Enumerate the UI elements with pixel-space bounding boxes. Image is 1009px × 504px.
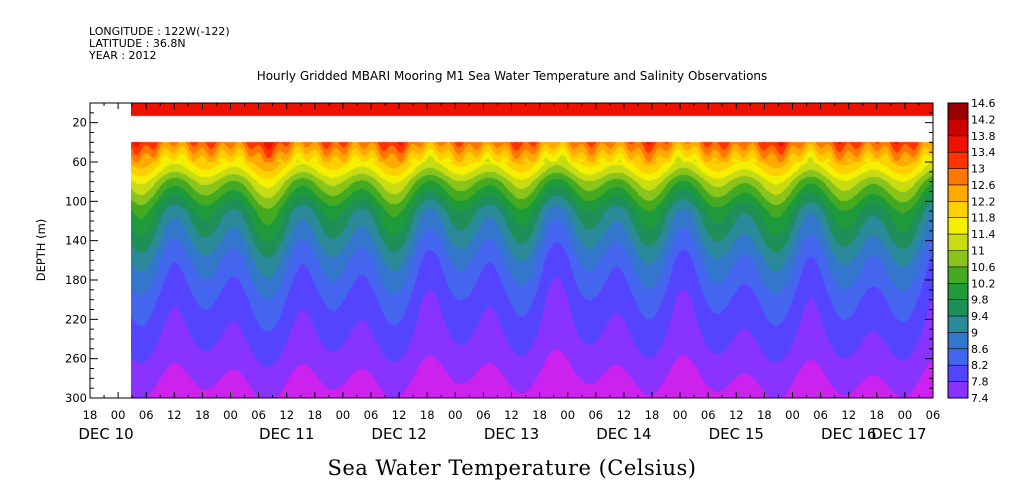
- x-hour-label: 00: [336, 408, 351, 422]
- colorbar-label: 11: [971, 245, 985, 258]
- x-hour-label: 12: [729, 408, 744, 422]
- x-hour-label: 12: [279, 408, 294, 422]
- colorbar-label: 10.6: [971, 261, 996, 274]
- header-metadata: LONGITUDE : 122W(-122) LATITUDE : 36.8N …: [88, 25, 230, 62]
- y-axis-label: DEPTH (m): [34, 219, 48, 282]
- colorbar-swatch: [948, 184, 968, 202]
- x-hour-label: 18: [757, 408, 772, 422]
- x-hour-label: 06: [926, 408, 941, 422]
- x-hour-label: 18: [532, 408, 547, 422]
- x-day-label: DEC 12: [371, 425, 426, 443]
- colorbar-swatch: [948, 135, 968, 153]
- colorbar-label: 13.4: [971, 146, 996, 159]
- colorbar-label: 9.4: [971, 310, 989, 323]
- x-hour-label: 06: [251, 408, 266, 422]
- colorbar-label: 11.4: [971, 228, 996, 241]
- x-hour-label: 06: [813, 408, 828, 422]
- y-tick-label: 300: [65, 391, 87, 405]
- colorbar-swatch: [948, 217, 968, 235]
- colorbar-label: 13: [971, 163, 985, 176]
- x-hour-label: 00: [898, 408, 913, 422]
- x-axis: 18 00 06 12 18 00 06 12 18 00 06 12 18 00 06 12 18 00 06 12…: [78, 103, 940, 443]
- x-hour-label: 12: [167, 408, 182, 422]
- y-tick-label: 60: [72, 155, 87, 169]
- x-hour-label: 12: [617, 408, 632, 422]
- colorbar-swatch: [948, 299, 968, 317]
- latitude-label: LATITUDE : 36.8N: [89, 37, 186, 50]
- x-hour-label: 18: [420, 408, 435, 422]
- y-tick-label: 20: [72, 116, 87, 130]
- colorbar-label: 8.2: [971, 359, 989, 372]
- colorbar-swatch: [948, 332, 968, 350]
- x-day-label: DEC 16: [821, 425, 876, 443]
- x-hour-label: 06: [364, 408, 379, 422]
- colorbar-label: 9.8: [971, 294, 989, 307]
- x-hour-label: 18: [869, 408, 884, 422]
- colorbar-label: 13.8: [971, 130, 996, 143]
- colorbar-label: 7.4: [971, 392, 989, 405]
- year-label: YEAR : 2012: [88, 49, 157, 62]
- colorbar-swatch: [948, 316, 968, 333]
- colorbar-swatch: [948, 201, 968, 219]
- colorbar-swatch: [948, 168, 968, 186]
- colorbar-label: 11.8: [971, 212, 996, 225]
- x-hour-label: 12: [392, 408, 407, 422]
- x-hour-label: 00: [560, 408, 575, 422]
- heatmap-field: [131, 103, 933, 398]
- x-hour-label: 00: [673, 408, 688, 422]
- x-hour-label: 06: [139, 408, 154, 422]
- x-hour-label: 00: [223, 408, 238, 422]
- x-hour-label: 18: [195, 408, 210, 422]
- y-tick-label: 180: [65, 273, 87, 287]
- x-hour-label: 06: [588, 408, 603, 422]
- x-day-label: DEC 14: [596, 425, 651, 443]
- colorbar-label: 9: [971, 326, 978, 339]
- colorbar-label: 12.2: [971, 195, 996, 208]
- colorbar-label: 10.2: [971, 277, 996, 290]
- x-hour-label: 06: [476, 408, 491, 422]
- colorbar-swatch: [948, 250, 968, 268]
- x-day-label: DEC 15: [709, 425, 764, 443]
- colorbar-swatch: [948, 234, 968, 251]
- x-hour-label: 12: [504, 408, 519, 422]
- y-tick-label: 140: [65, 234, 87, 248]
- x-axis-title: Sea Water Temperature (Celsius): [327, 456, 696, 480]
- x-day-label: DEC 11: [259, 425, 314, 443]
- x-hour-label: 12: [841, 408, 856, 422]
- x-hour-label: 00: [448, 408, 463, 422]
- y-tick-label: 220: [65, 312, 87, 326]
- colorbar-swatch: [948, 283, 968, 301]
- colorbar-swatch: [948, 348, 968, 366]
- x-hour-label: 18: [645, 408, 660, 422]
- colorbar-label: 7.8: [971, 376, 989, 389]
- colorbar-label: 14.6: [971, 97, 996, 110]
- colorbar-swatch: [948, 266, 968, 284]
- y-axis: 20 60 100 140 180 220 260 300: [65, 112, 933, 405]
- chart-title: Hourly Gridded MBARI Mooring M1 Sea Wate…: [257, 69, 768, 83]
- x-hour-label: 06: [701, 408, 716, 422]
- colorbar-swatch: [948, 152, 968, 170]
- x-day-label: DEC 10: [78, 425, 133, 443]
- colorbar-swatch: [948, 381, 968, 399]
- x-hour-label: 18: [83, 408, 98, 422]
- colorbar-swatch: [948, 365, 968, 383]
- y-tick-label: 260: [65, 352, 87, 366]
- colorbar-swatch: [948, 119, 968, 137]
- x-day-label: DEC 13: [484, 425, 539, 443]
- colorbar: 14.6 14.2 13.8 13.4 13 12.6 12.2 11.8 11.4 11 10.6…: [947, 97, 996, 405]
- longitude-label: LONGITUDE : 122W(-122): [89, 25, 230, 38]
- colorbar-swatch: [948, 103, 968, 120]
- x-hour-label: 00: [785, 408, 800, 422]
- colorbar-label: 8.6: [971, 343, 989, 356]
- x-hour-label: 18: [307, 408, 322, 422]
- x-hour-label: 00: [111, 408, 126, 422]
- y-tick-label: 100: [65, 194, 87, 208]
- colorbar-label: 12.6: [971, 179, 996, 192]
- x-day-label: DEC 17: [871, 425, 926, 443]
- colorbar-label: 14.2: [971, 113, 996, 126]
